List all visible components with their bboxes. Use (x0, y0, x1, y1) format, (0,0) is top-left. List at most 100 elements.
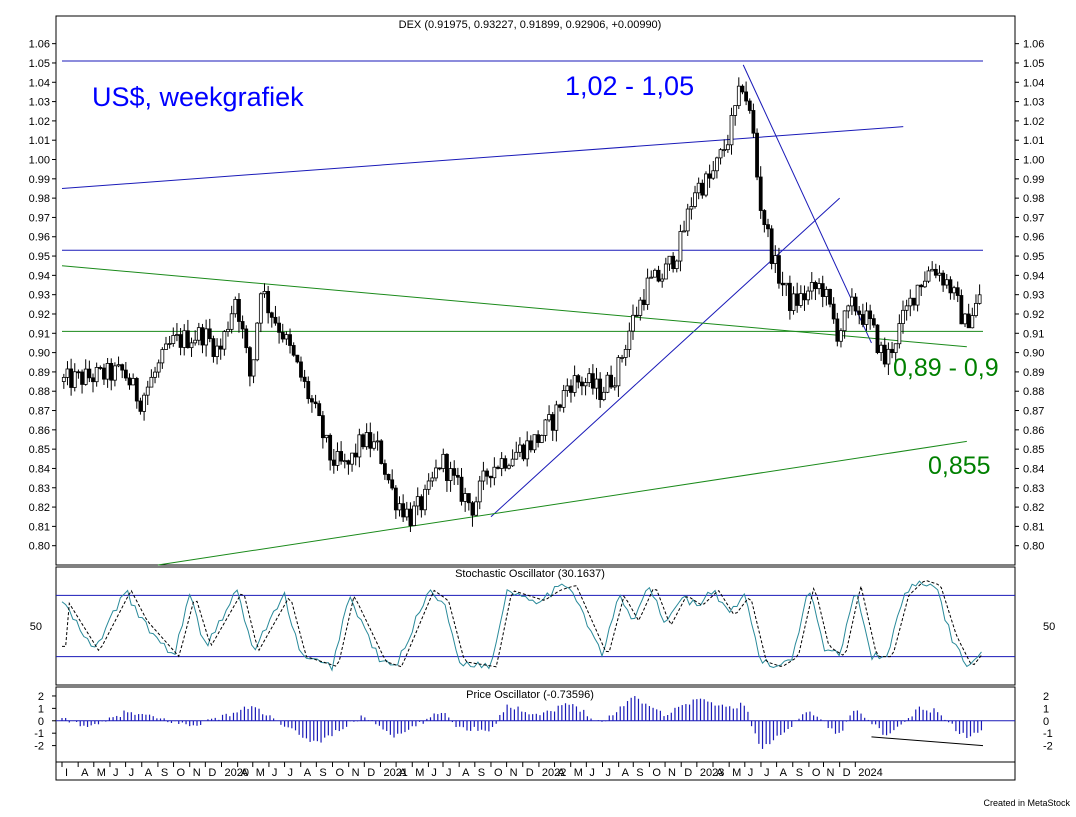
candle-body (517, 444, 522, 453)
x-tick-label: A (304, 767, 312, 779)
x-tick-label: N (668, 767, 676, 779)
po-tick-label: 1 (38, 703, 44, 715)
po-tick-label-right: 0 (1043, 716, 1049, 728)
candle-body (507, 465, 511, 469)
y-tick-label-right: 0.80 (1023, 541, 1044, 553)
y-tick-label-right: 0.86 (1023, 425, 1044, 437)
candle-body (178, 334, 183, 348)
y-tick-label-right: 0.90 (1023, 348, 1044, 360)
candle-body (262, 291, 267, 295)
x-tick-label: I (65, 767, 68, 779)
candle-body (631, 314, 635, 332)
chart-panels (55, 15, 1016, 781)
y-tick-label: 0.89 (29, 367, 50, 379)
candle-body (798, 293, 803, 306)
candle-body (857, 310, 862, 315)
candle-body (620, 357, 624, 359)
candle-body (200, 327, 205, 346)
stochastic-panel-frame (55, 566, 1016, 686)
candle-body (412, 505, 416, 526)
candle-body (660, 278, 665, 282)
candle-body (919, 284, 924, 288)
x-tick-label: M (574, 767, 583, 779)
candle-body (164, 343, 168, 350)
candle-body (766, 224, 770, 230)
candle-body (528, 440, 533, 451)
candle-body (871, 318, 876, 326)
candle-body (780, 282, 785, 286)
candle-body (879, 344, 884, 353)
candle-body (269, 312, 274, 318)
y-tick-label: 0.84 (29, 463, 50, 475)
main-price-panel (55, 15, 1016, 566)
time-axis-frame (55, 761, 1016, 781)
annotation-support: 0,89 - 0,9 (893, 354, 999, 382)
candle-body (806, 290, 811, 301)
candle-body (554, 404, 559, 431)
candle-body (733, 105, 738, 116)
y-tick-label-right: 1.04 (1023, 77, 1044, 89)
y-tick-label-right: 0.98 (1023, 193, 1044, 205)
trend-line (157, 440, 967, 566)
x-tick-label: D (684, 767, 692, 779)
candle-body (153, 371, 157, 378)
y-tick-label: 0.87 (29, 406, 50, 418)
candle-body (397, 503, 402, 511)
candle-body (649, 276, 654, 279)
candle-body (291, 345, 296, 356)
candle-body (762, 210, 767, 226)
candle-body (543, 419, 548, 436)
candle-body (496, 466, 500, 469)
candle-body (426, 480, 431, 490)
candle-body (875, 324, 880, 353)
x-tick-label: S (478, 767, 485, 779)
x-tick-label: M (97, 767, 106, 779)
candle-body (218, 345, 223, 350)
candle-body (612, 385, 617, 388)
y-tick-label: 0.97 (29, 212, 50, 224)
candle-body (860, 314, 865, 325)
x-tick-label: S (636, 767, 643, 779)
candle-body (131, 378, 136, 386)
x-tick-label: O (177, 767, 186, 779)
candle-body (492, 466, 497, 479)
candle-body (386, 473, 391, 481)
candle-body (372, 441, 376, 449)
candle-body (375, 440, 380, 443)
trend-line (490, 197, 841, 518)
candle-body (547, 414, 551, 421)
trend-line (61, 265, 967, 348)
candle-body (955, 287, 960, 296)
candle-body (244, 328, 249, 349)
x-tick-label: M (256, 767, 265, 779)
candle-body (288, 334, 292, 346)
x-tick-label: J (129, 767, 135, 779)
y-tick-label: 0.85 (29, 444, 50, 456)
candle-body (839, 330, 843, 342)
x-tick-label: J (288, 767, 294, 779)
candle-body (437, 467, 442, 470)
po-tick-label-right: -1 (1043, 728, 1053, 740)
candle-body (324, 434, 329, 439)
y-tick-label-right: 1.00 (1023, 155, 1044, 167)
x-tick-label: 2022 (542, 767, 566, 779)
y-tick-label-right: 1.05 (1023, 58, 1044, 70)
x-tick-label: 2024 (858, 767, 882, 779)
candle-body (204, 328, 209, 346)
candle-body (908, 297, 913, 307)
x-tick-label: J (446, 767, 452, 779)
candle-body (944, 279, 949, 286)
candle-body (401, 503, 406, 518)
y-tick-label-right: 1.02 (1023, 116, 1044, 128)
candle-body (251, 359, 256, 377)
candle-body (663, 263, 668, 280)
candle-body (510, 458, 515, 467)
candle-body (299, 361, 303, 378)
x-tick-label: O (336, 767, 345, 779)
y-tick-label-right: 0.99 (1023, 174, 1044, 186)
candle-body (452, 468, 457, 476)
candle-body (382, 463, 387, 475)
candle-body (65, 368, 70, 378)
candle-body (777, 255, 781, 284)
